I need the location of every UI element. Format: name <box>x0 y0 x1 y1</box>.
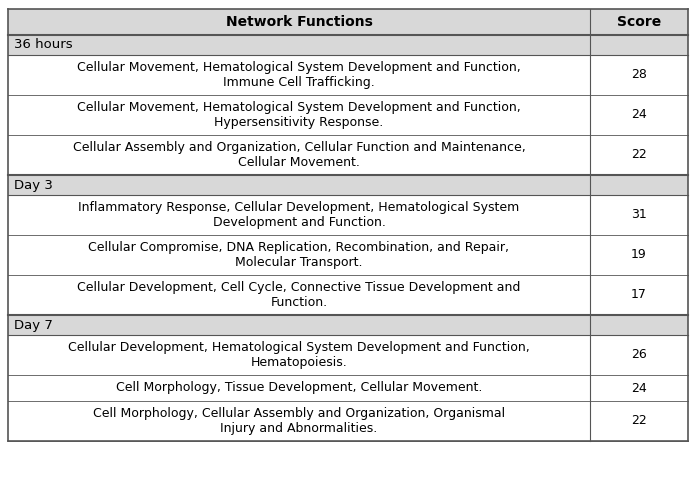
Bar <box>8 9 688 35</box>
Text: 24: 24 <box>631 381 647 394</box>
Text: 26: 26 <box>631 349 647 361</box>
Text: Day 3: Day 3 <box>14 179 53 191</box>
Text: 31: 31 <box>631 208 647 222</box>
Bar <box>8 195 688 235</box>
Text: Cellular Movement, Hematological System Development and Function,
Immune Cell Tr: Cellular Movement, Hematological System … <box>77 61 521 89</box>
Text: Cellular Movement, Hematological System Development and Function,
Hypersensitivi: Cellular Movement, Hematological System … <box>77 101 521 129</box>
Bar <box>8 315 688 335</box>
Bar <box>8 335 688 375</box>
Text: Cellular Development, Cell Cycle, Connective Tissue Development and
Function.: Cellular Development, Cell Cycle, Connec… <box>77 281 521 309</box>
Bar <box>8 95 688 135</box>
Text: 22: 22 <box>631 149 647 162</box>
Text: 36 hours: 36 hours <box>14 38 72 52</box>
Text: 22: 22 <box>631 414 647 428</box>
Text: Network Functions: Network Functions <box>226 15 372 29</box>
Text: 24: 24 <box>631 109 647 121</box>
Text: Cell Morphology, Tissue Development, Cellular Movement.: Cell Morphology, Tissue Development, Cel… <box>116 381 482 394</box>
Bar <box>8 235 688 275</box>
Text: Cell Morphology, Cellular Assembly and Organization, Organismal
Injury and Abnor: Cell Morphology, Cellular Assembly and O… <box>93 407 505 435</box>
Text: Day 7: Day 7 <box>14 318 53 332</box>
Text: Inflammatory Response, Cellular Development, Hematological System
Development an: Inflammatory Response, Cellular Developm… <box>79 201 520 229</box>
Text: 17: 17 <box>631 288 647 301</box>
Bar <box>8 35 688 55</box>
Bar <box>8 401 688 441</box>
Bar <box>8 135 688 175</box>
Text: 28: 28 <box>631 69 647 81</box>
Text: Score: Score <box>617 15 661 29</box>
Bar <box>8 275 688 315</box>
Bar <box>8 175 688 195</box>
Text: Cellular Compromise, DNA Replication, Recombination, and Repair,
Molecular Trans: Cellular Compromise, DNA Replication, Re… <box>88 241 509 269</box>
Text: Cellular Assembly and Organization, Cellular Function and Maintenance,
Cellular : Cellular Assembly and Organization, Cell… <box>72 141 525 169</box>
Bar <box>8 55 688 95</box>
Bar <box>8 375 688 401</box>
Text: Cellular Development, Hematological System Development and Function,
Hematopoies: Cellular Development, Hematological Syst… <box>68 341 530 369</box>
Text: 19: 19 <box>631 248 647 262</box>
